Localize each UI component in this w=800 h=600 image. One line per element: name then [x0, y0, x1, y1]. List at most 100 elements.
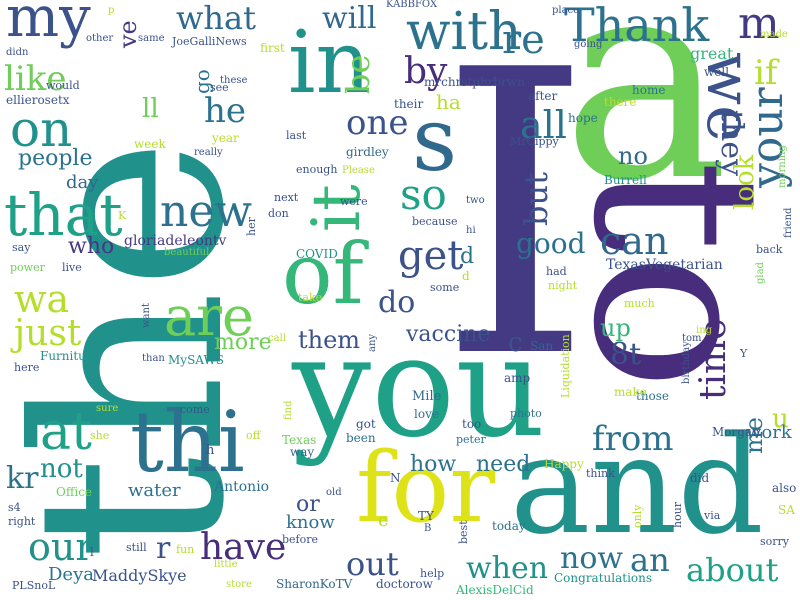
word: ing	[696, 325, 713, 336]
word: kr	[6, 461, 39, 496]
word: TexasVegetarian	[606, 257, 723, 273]
word: other	[86, 33, 114, 44]
word: d	[462, 269, 470, 283]
word: KABBFOX	[386, 0, 438, 10]
word: r	[156, 531, 171, 566]
word: sorry	[760, 535, 789, 548]
word: for	[356, 432, 496, 544]
word: than	[142, 353, 165, 364]
word: what	[176, 0, 256, 37]
word: before	[282, 533, 319, 546]
word: B	[424, 523, 432, 534]
word: see	[210, 81, 229, 94]
word: AlexisDelCid	[456, 583, 534, 597]
word: Furniture	[40, 349, 99, 363]
word: photo	[510, 407, 542, 420]
word: Office	[56, 485, 93, 499]
word: hi	[466, 225, 476, 236]
word: them	[298, 326, 361, 354]
word: say	[12, 241, 31, 254]
word: way	[290, 445, 315, 459]
word: look	[730, 154, 760, 210]
word: mrchrstphrbrwn	[424, 75, 525, 89]
word: home	[632, 83, 666, 97]
word: JoeGalliNews	[172, 35, 247, 48]
word: after	[528, 89, 558, 103]
word: K	[118, 209, 127, 222]
word: two	[466, 195, 485, 206]
word: little	[214, 559, 238, 570]
word: call	[268, 333, 286, 344]
word: were	[340, 195, 368, 208]
word: Liquidation	[559, 334, 572, 398]
word: can	[600, 219, 669, 263]
word: those	[636, 389, 670, 403]
word: know	[286, 512, 335, 533]
word: hour	[671, 501, 684, 528]
word: d	[460, 244, 475, 269]
word: place	[552, 5, 580, 16]
word: work	[746, 422, 792, 443]
word: or	[296, 492, 320, 517]
word: power	[10, 261, 45, 274]
word: live	[62, 261, 82, 274]
word: birthday	[681, 341, 692, 384]
word: you	[292, 306, 546, 469]
word: year	[212, 131, 239, 145]
word: by	[404, 51, 448, 92]
word: off	[246, 429, 261, 442]
word: just	[14, 313, 82, 354]
word: these	[220, 75, 248, 86]
word: so	[400, 170, 447, 219]
word: only	[631, 504, 644, 528]
word: not	[40, 454, 83, 484]
word: fun	[176, 543, 195, 556]
word: he	[204, 91, 247, 131]
word: last	[286, 129, 307, 142]
word: have	[200, 527, 287, 568]
word: want	[141, 303, 152, 328]
word: up	[600, 314, 631, 342]
word: and	[510, 407, 764, 564]
word: in	[288, 13, 371, 113]
word: that	[4, 181, 123, 249]
word: friend	[783, 207, 794, 238]
word: going	[574, 39, 603, 50]
word: sure	[96, 403, 119, 414]
word: first	[260, 41, 285, 55]
word: there	[604, 95, 637, 109]
word: m	[738, 0, 780, 49]
word: more	[214, 330, 272, 355]
word: great	[690, 44, 734, 63]
word: with	[406, 2, 522, 62]
word: s	[412, 88, 458, 191]
word: think	[586, 467, 615, 480]
word: any	[367, 333, 378, 352]
word: tom	[682, 333, 702, 344]
word: Y	[740, 347, 748, 360]
word: do	[378, 285, 416, 320]
word: get	[398, 233, 464, 279]
word: SA	[778, 503, 795, 517]
word: really	[194, 147, 223, 158]
word: made	[760, 29, 788, 40]
word: will	[322, 1, 377, 36]
word: vaccine	[406, 322, 491, 347]
word: u	[772, 404, 789, 434]
word: gloriadeleontv	[124, 233, 227, 249]
word: from	[592, 419, 674, 459]
word: hope	[568, 111, 598, 125]
word: e	[378, 510, 389, 531]
word: Morgan	[712, 425, 760, 439]
word: are	[164, 285, 254, 348]
word: back	[756, 243, 783, 256]
word: s4	[8, 501, 21, 514]
word: 8t	[610, 337, 642, 372]
word: it	[298, 184, 375, 232]
word: much	[624, 297, 655, 310]
word: got	[356, 417, 376, 431]
word: peter	[456, 433, 486, 446]
word: don	[268, 207, 289, 220]
word: thi	[130, 393, 245, 491]
